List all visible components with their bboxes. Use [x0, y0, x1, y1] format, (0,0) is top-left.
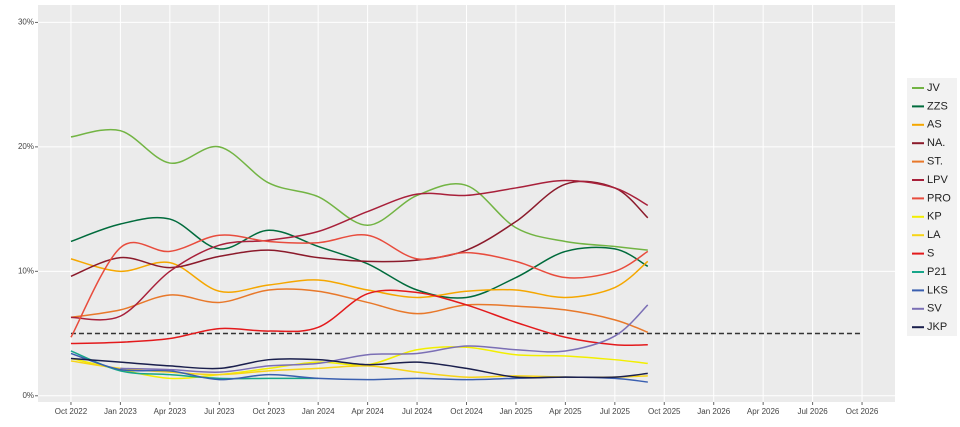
legend-box	[907, 78, 957, 336]
legend-label: LA	[927, 229, 941, 241]
series-line	[70, 350, 319, 380]
series-line	[70, 179, 649, 321]
legend-label: ST.	[927, 156, 943, 168]
x-tick-label: Jan 2024	[302, 407, 335, 416]
x-tick-label: Jan 2026	[697, 407, 730, 416]
series-line	[70, 258, 649, 299]
x-tick-label: Jul 2023	[204, 407, 235, 416]
x-tick-label: Jul 2024	[402, 407, 433, 416]
x-tick-label: Jan 2025	[499, 407, 532, 416]
x-tick-label: Jul 2026	[797, 407, 828, 416]
x-tick-label: Oct 2022	[55, 407, 88, 416]
x-tick-label: Jul 2025	[600, 407, 631, 416]
series-line	[70, 128, 648, 251]
y-tick-label: 10%	[18, 266, 34, 275]
series-line	[120, 304, 649, 373]
legend-label: KP	[927, 211, 942, 223]
series-line	[70, 180, 649, 278]
x-tick-label: Oct 2026	[846, 407, 879, 416]
x-tick-label: Oct 2023	[252, 407, 285, 416]
legend-label: S	[927, 248, 934, 260]
legend-label: P21	[927, 266, 947, 278]
legend-label: AS	[927, 119, 942, 131]
x-tick-label: Apr 2023	[154, 407, 187, 416]
series-line	[70, 288, 649, 334]
series-line	[70, 233, 649, 338]
legend-label: JV	[927, 82, 941, 94]
legend-label: PRO	[927, 192, 951, 204]
x-tick-label: Apr 2024	[351, 407, 384, 416]
legend-label: LPV	[927, 174, 948, 186]
legend-label: SV	[927, 303, 942, 315]
legend-label: JKP	[927, 321, 947, 333]
series-line	[70, 216, 649, 299]
series-line	[70, 357, 648, 379]
y-tick-label: 20%	[18, 142, 34, 151]
legend-label: LKS	[927, 284, 948, 296]
x-tick-label: Apr 2026	[747, 407, 780, 416]
x-tick-label: Oct 2025	[648, 407, 681, 416]
legend-label: ZZS	[927, 100, 948, 112]
y-tick-label: 0%	[22, 391, 34, 400]
legend-label: NA.	[927, 137, 945, 149]
x-tick-label: Oct 2024	[450, 407, 483, 416]
series-line	[70, 289, 648, 347]
x-tick-label: Apr 2025	[549, 407, 582, 416]
x-tick-label: Jan 2023	[104, 407, 137, 416]
y-tick-label: 30%	[18, 18, 34, 27]
